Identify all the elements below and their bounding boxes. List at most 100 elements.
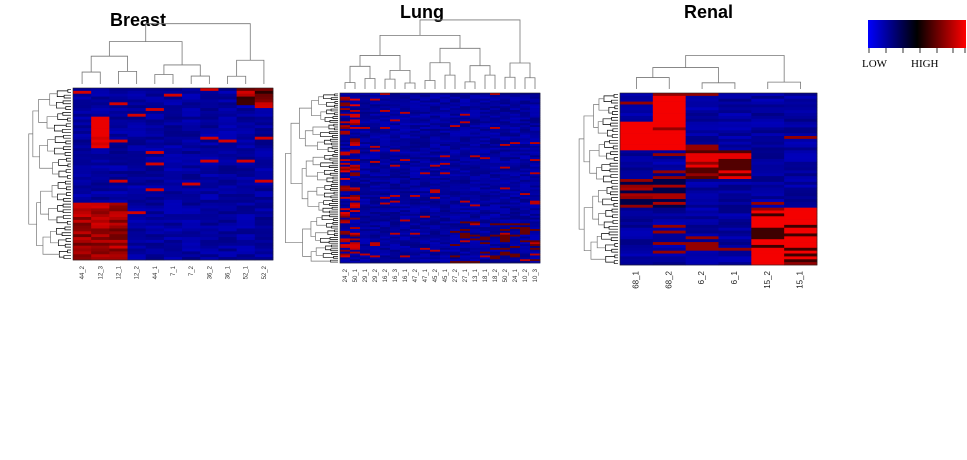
heatmap-cell — [109, 116, 128, 120]
heatmap-cell — [430, 187, 441, 190]
heatmap-cell — [73, 234, 92, 238]
heatmap-cell — [370, 174, 381, 177]
row-dendrogram-branch — [56, 101, 66, 109]
heatmap-cell — [370, 176, 381, 179]
row-dendrogram-branch — [38, 99, 50, 123]
heatmap-cell — [450, 185, 461, 188]
heatmap-cell — [652, 236, 686, 240]
heatmap-cell — [109, 142, 128, 146]
heatmap-cell — [685, 110, 719, 114]
heatmap-cell — [470, 98, 481, 101]
heatmap-cell — [109, 251, 128, 255]
heatmap-cell — [200, 105, 219, 109]
heatmap-cell — [254, 191, 274, 195]
heatmap-cell — [520, 257, 531, 260]
heatmap-cell — [370, 232, 381, 235]
heatmap-cell — [236, 222, 256, 226]
heatmap-cell — [751, 222, 785, 226]
heatmap-cell — [127, 242, 147, 246]
heatmap-cell — [430, 174, 441, 177]
row-dendrogram-branch — [331, 146, 338, 150]
heatmap-cell — [460, 210, 471, 213]
heatmap-cell — [450, 136, 461, 139]
heatmap-cell — [652, 196, 686, 200]
heatmap-cell — [510, 183, 521, 186]
heatmap-cell — [440, 145, 451, 149]
heatmap-cell — [340, 142, 351, 145]
heatmap-cell — [370, 189, 381, 192]
row-dendrogram-branch — [334, 169, 338, 172]
heatmap-cell — [530, 138, 541, 141]
heatmap-cell — [440, 178, 451, 181]
heatmap-cell — [390, 181, 401, 184]
heatmap-cell — [784, 242, 818, 246]
heatmap-cell — [620, 233, 654, 237]
heatmap-cell — [520, 106, 531, 109]
heatmap-cell — [490, 145, 501, 149]
heatmap-cell — [430, 178, 441, 181]
heatmap-cell — [236, 105, 256, 109]
heatmap-cell — [400, 119, 411, 122]
heatmap-cell — [460, 151, 471, 154]
heatmap-cell — [360, 217, 371, 220]
heatmap-cell — [360, 244, 371, 247]
heatmap-cell — [350, 227, 361, 230]
heatmap-cell — [370, 210, 381, 213]
heatmap-cell — [400, 225, 411, 228]
heatmap-cell — [450, 113, 461, 116]
heatmap-cell — [91, 96, 110, 100]
heatmap-cell — [460, 125, 471, 128]
heatmap-cell — [236, 234, 256, 238]
heatmap-cell — [400, 102, 411, 105]
heatmap-cell — [784, 207, 818, 211]
heatmap-cell — [718, 262, 752, 266]
heatmap-cell — [490, 123, 501, 126]
heatmap-cell — [784, 219, 818, 223]
heatmap-cell — [360, 255, 371, 258]
heatmap-cell — [182, 148, 201, 152]
heatmap-cell — [370, 170, 381, 173]
heatmap-cell — [200, 131, 219, 135]
heatmap-cell — [420, 212, 431, 215]
heatmap-cell — [470, 236, 481, 239]
row-dendrogram-branch — [611, 99, 618, 104]
heatmap-cell — [340, 238, 351, 241]
heatmap-cell — [390, 113, 401, 116]
heatmap-cell — [340, 242, 351, 245]
heatmap-cell — [380, 93, 391, 96]
heatmap-cell — [91, 168, 110, 172]
heatmap-cell — [73, 102, 92, 106]
heatmap-cell — [200, 102, 219, 106]
heatmap-cell — [109, 105, 128, 109]
heatmap-cell — [340, 202, 351, 205]
heatmap-cell — [200, 205, 219, 209]
heatmap-cell — [530, 113, 541, 116]
heatmap-cell — [751, 104, 785, 108]
row-dendrogram-branch — [56, 228, 65, 235]
heatmap-cell — [254, 185, 274, 189]
row-dendrogram-branch — [63, 94, 71, 99]
heatmap-cell — [370, 172, 381, 175]
heatmap-cell — [370, 100, 381, 103]
heatmap-cell — [490, 227, 501, 230]
row-dendrogram-branch — [66, 157, 71, 162]
row-dendrogram-branch — [583, 207, 593, 252]
row-dendrogram-branch — [333, 218, 338, 221]
heatmap-cell — [490, 187, 501, 190]
heatmap-cell — [510, 204, 521, 207]
heatmap-cell — [751, 127, 785, 131]
heatmap-cell — [370, 130, 381, 133]
heatmap-cell — [530, 191, 541, 194]
heatmap-cell — [390, 247, 401, 251]
heatmap-cell — [480, 94, 491, 98]
heatmap-cell — [450, 257, 461, 260]
heatmap-cell — [400, 162, 411, 166]
row-dendrogram-branch — [324, 192, 335, 198]
heatmap-cell — [751, 170, 785, 174]
heatmap-cell — [340, 196, 351, 200]
heatmap-cell — [490, 204, 501, 207]
heatmap-cell — [145, 231, 165, 235]
heatmap-cell — [460, 198, 471, 201]
heatmap-cell — [360, 257, 371, 260]
heatmap-cell — [784, 179, 818, 183]
